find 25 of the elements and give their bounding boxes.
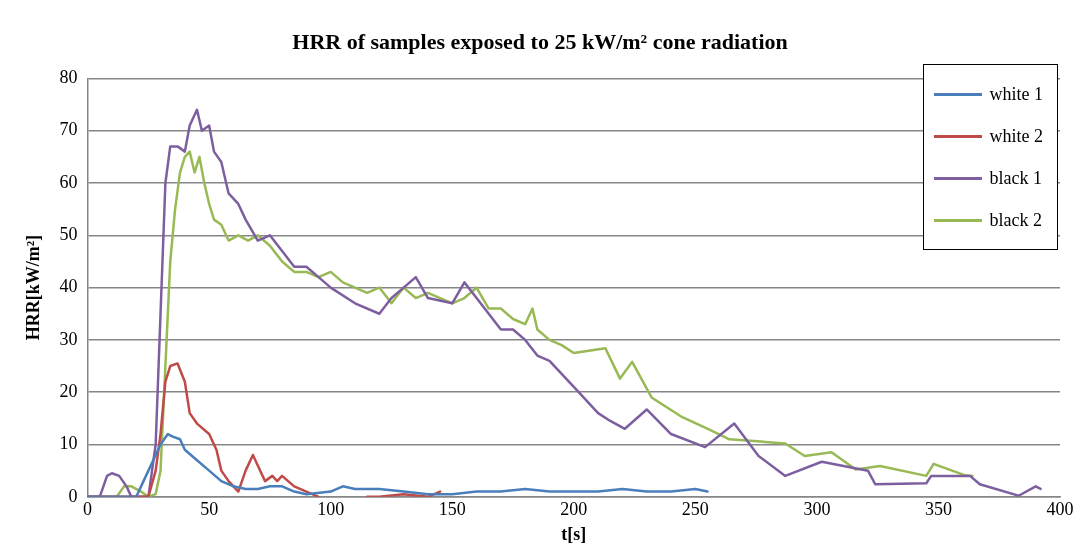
y-tick-label: 80 bbox=[59, 67, 78, 88]
x-tick-label: 400 bbox=[1046, 499, 1074, 520]
x-tick-label: 200 bbox=[560, 499, 588, 520]
legend-label: black 1 bbox=[989, 167, 1042, 189]
x-tick-label: 250 bbox=[681, 499, 709, 520]
y-tick-label: 20 bbox=[59, 380, 78, 401]
y-tick-label: 40 bbox=[59, 276, 78, 297]
x-tick-label: 150 bbox=[438, 499, 466, 520]
x-axis-title: t[s] bbox=[561, 523, 587, 544]
x-tick-label: 50 bbox=[200, 499, 219, 520]
y-tick-label: 0 bbox=[68, 485, 78, 506]
y-tick-label: 70 bbox=[59, 119, 78, 140]
y-tick-label: 60 bbox=[59, 171, 78, 192]
y-tick-label: 30 bbox=[59, 328, 78, 349]
x-tick-label: 350 bbox=[924, 499, 952, 520]
chart-title: HRR of samples exposed to 25 kW/m² cone radiation bbox=[292, 28, 788, 54]
x-tick-label: 300 bbox=[803, 499, 831, 520]
legend-label: black 2 bbox=[989, 209, 1042, 231]
legend-label: white 2 bbox=[989, 125, 1043, 147]
legend-label: white 1 bbox=[989, 83, 1043, 105]
y-tick-label: 50 bbox=[59, 224, 78, 245]
x-tick-label: 0 bbox=[83, 499, 93, 520]
y-axis-title: HRR[kW/m²] bbox=[23, 234, 44, 341]
y-tick-label: 10 bbox=[59, 433, 78, 454]
x-tick-label: 100 bbox=[317, 499, 345, 520]
